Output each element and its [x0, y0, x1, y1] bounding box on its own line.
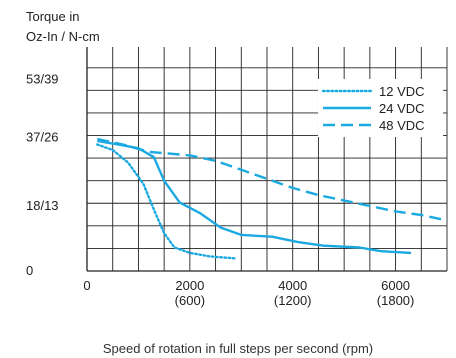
- y-axis-label-line-2: Oz-In / N-cm: [26, 29, 100, 44]
- legend-label: 48 VDC: [379, 118, 425, 133]
- x-tick-label: 4000: [278, 278, 307, 293]
- x-tick-label: 0: [83, 278, 90, 293]
- x-tick-label: 6000: [381, 278, 410, 293]
- y-axis-label-line-1: Torque in: [26, 9, 79, 24]
- y-tick-labels: 0 18/13 37/26 53/39: [26, 72, 59, 278]
- legend-label: 12 VDC: [379, 84, 425, 99]
- x-tick-labels: 0 2000(600) 4000(1200) 6000(1800): [83, 278, 414, 308]
- x-tick-sublabel: (600): [175, 293, 205, 308]
- series-line-12-vdc: [96, 143, 238, 260]
- legend: 12 VDC 24 VDC 48 VDC: [318, 79, 443, 137]
- x-axis-label: Speed of rotation in full steps per seco…: [103, 341, 373, 356]
- x-tick-label: 2000: [175, 278, 204, 293]
- y-tick-label: 53/39: [26, 72, 59, 87]
- series-line-48-vdc: [97, 137, 448, 222]
- y-tick-label: 0: [26, 263, 33, 278]
- y-tick-label: 37/26: [26, 129, 59, 144]
- x-tick-sublabel: (1800): [377, 293, 415, 308]
- y-tick-label: 18/13: [26, 198, 59, 213]
- x-tick-sublabel: (1200): [274, 293, 312, 308]
- legend-label: 24 VDC: [379, 101, 425, 116]
- series-lines: [96, 137, 448, 260]
